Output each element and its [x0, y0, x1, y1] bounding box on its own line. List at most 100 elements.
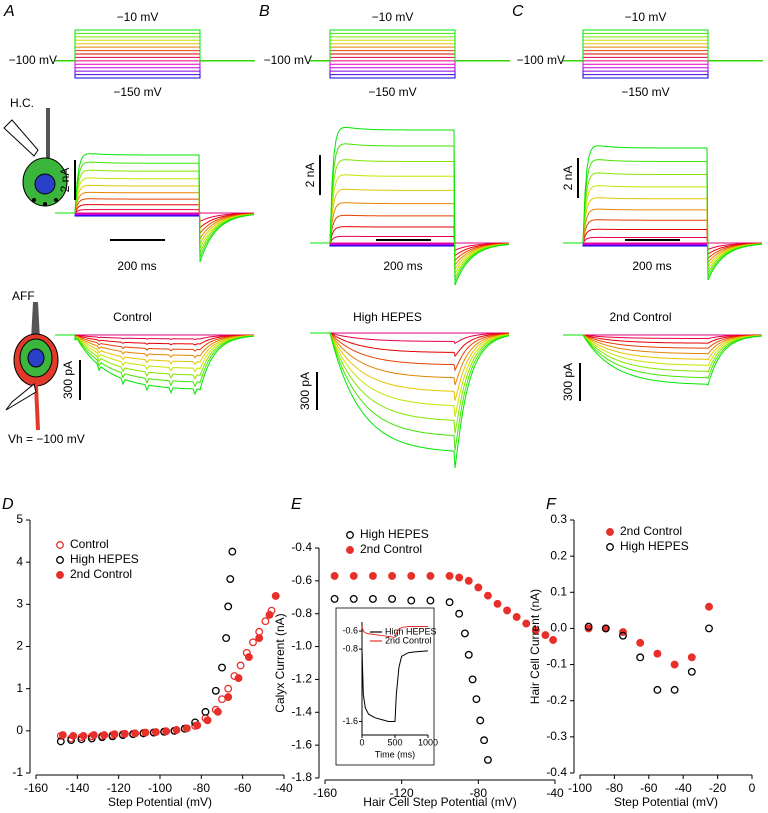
x-axis-label: Hair Cell Step Potential (mV) — [363, 795, 516, 809]
calyx-trace — [563, 334, 763, 386]
data-point — [172, 726, 181, 734]
calyx-trace — [563, 334, 763, 361]
calyx-trace — [55, 334, 255, 380]
data-point — [224, 602, 233, 611]
voltage-step — [55, 50, 255, 62]
x-tick-label: 500 — [387, 737, 402, 747]
hair-cell-trace — [55, 198, 255, 235]
y-tick-label: 0.0 — [550, 621, 567, 635]
step-bottom-label: −150 mV — [621, 85, 669, 99]
afferent-label: AFF — [12, 289, 35, 303]
y-tick-label: -0.4 — [546, 765, 567, 779]
data-point — [541, 631, 550, 640]
data-point — [213, 707, 222, 716]
data-point — [549, 636, 558, 644]
calyx-trace — [563, 334, 763, 355]
y-tick-label: -0.2 — [546, 693, 567, 707]
x-tick-label: -80 — [606, 781, 624, 795]
legend-label: High HEPES — [385, 626, 437, 636]
x-tick-label: -120 — [390, 786, 414, 800]
data-point — [468, 675, 477, 684]
y-tick-label: 3 — [16, 597, 23, 611]
y-tick-label: 0.3 — [550, 512, 567, 526]
hair-cell-trace — [55, 177, 255, 249]
panel-letter: E — [291, 496, 302, 513]
voltage-step — [310, 60, 510, 79]
data-point — [522, 619, 531, 628]
x-tick-label: 1000 — [418, 737, 438, 747]
data-point — [244, 653, 253, 661]
voltage-step — [310, 43, 510, 62]
data-point — [531, 626, 540, 635]
calyx-trace — [55, 334, 255, 352]
x-axis-label: Step Potential (mV) — [108, 795, 212, 809]
condition-label: High HEPES — [353, 310, 422, 324]
data-point — [201, 707, 210, 716]
hair-cell-trace — [310, 214, 510, 262]
data-point — [261, 617, 270, 626]
data-line — [361, 626, 428, 638]
hair-cell-trace — [563, 159, 763, 277]
data-point — [226, 575, 235, 583]
voltage-step — [563, 60, 763, 72]
data-point — [636, 638, 645, 647]
time-scale-label: 200 ms — [383, 259, 422, 273]
calyx-trace — [55, 334, 255, 359]
calyx-trace — [55, 334, 255, 340]
data-point — [407, 571, 416, 580]
x-tick-label: -60 — [640, 781, 658, 795]
time-scale-label: 200 ms — [117, 259, 156, 273]
current-scale-label: 2 nA — [58, 168, 72, 193]
data-point — [330, 594, 339, 603]
data-point — [69, 731, 78, 740]
data-point — [255, 627, 264, 636]
data-point — [687, 653, 696, 662]
x-tick-label: 0 — [359, 737, 364, 747]
hair-cell-trace — [310, 174, 510, 276]
data-point — [255, 634, 264, 643]
data-point — [151, 728, 160, 737]
data-point — [472, 695, 481, 704]
hair-cell-trace — [310, 143, 510, 282]
data-point — [100, 731, 109, 739]
voltage-step — [55, 43, 255, 62]
data-point — [653, 685, 662, 694]
y-tick-label: 0 — [16, 723, 23, 737]
data-point — [203, 716, 212, 725]
legend-marker — [606, 543, 614, 551]
data-point — [110, 730, 119, 739]
hair-cell-label: H.C. — [10, 96, 34, 110]
x-tick-label: -100 — [148, 781, 172, 795]
calyx-trace — [55, 334, 255, 366]
voltage-step — [55, 56, 255, 62]
legend-marker — [346, 546, 354, 554]
calyx-trace — [563, 334, 763, 349]
voltage-step — [55, 60, 255, 79]
calyx-scale-label: 300 pA — [298, 372, 312, 410]
data-point — [474, 583, 483, 592]
data-point — [407, 596, 416, 605]
y-tick-label: -0.6 — [291, 573, 312, 587]
data-point — [445, 571, 454, 580]
calyx-trace — [563, 334, 763, 340]
x-axis-label: Step Potential (mV) — [614, 795, 718, 809]
data-point — [211, 686, 220, 695]
hair-cell-trace — [310, 188, 510, 271]
data-line — [361, 649, 429, 722]
hair-cell-trace — [563, 145, 763, 281]
data-point — [330, 571, 339, 580]
calyx-scale-label: 300 pA — [61, 361, 75, 399]
calyx-trace — [310, 332, 510, 451]
hair-cell-trace — [310, 159, 510, 278]
legend-label: 2nd Control — [360, 542, 422, 556]
y-tick-label: -0.4 — [291, 540, 312, 554]
voltage-step — [55, 60, 255, 72]
legend-label: High HEPES — [620, 539, 689, 553]
hair-cell-trace — [563, 185, 763, 272]
y-tick-label: 1 — [16, 681, 23, 695]
data-point — [265, 610, 274, 619]
data-point — [483, 755, 492, 764]
data-point — [120, 729, 129, 738]
calyx-trace — [310, 332, 510, 386]
legend-marker — [346, 531, 354, 539]
